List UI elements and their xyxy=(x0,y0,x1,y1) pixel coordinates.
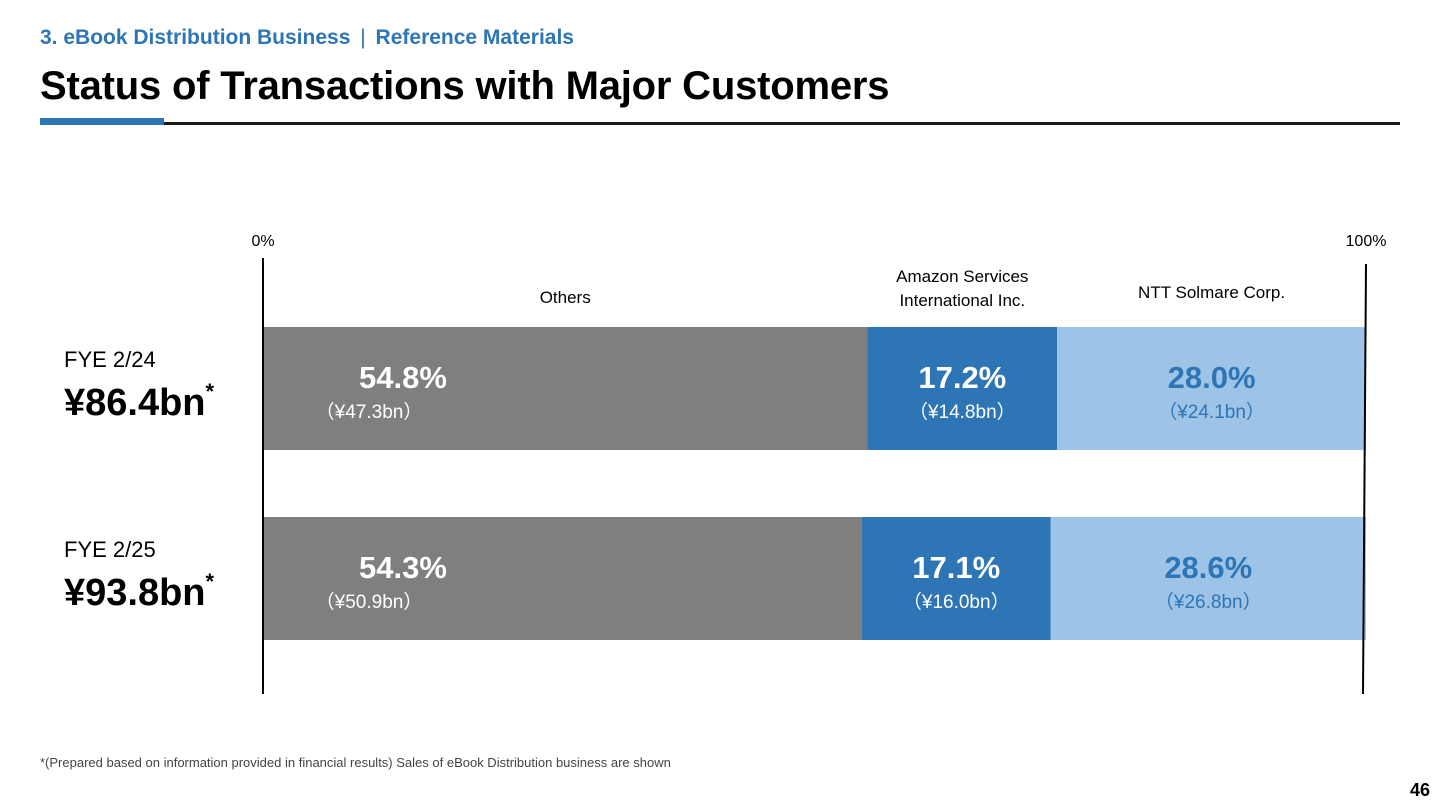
series-header-line: Amazon Services xyxy=(896,267,1028,286)
title-accent-bar xyxy=(40,118,164,125)
value-label: 54.3% xyxy=(359,550,447,585)
stacked-bar-chart: 0% 100% 54.8% （¥47.3bn） 17.2% （¥14.8bn） 28.0% （… xyxy=(64,233,1387,695)
series-header-line: International Inc. xyxy=(899,291,1025,310)
value-label: 17.1% xyxy=(912,550,1000,585)
breadcrumb: 3. eBook Distribution Business | Referen… xyxy=(40,26,574,50)
axis-max-label: 100% xyxy=(1346,233,1387,250)
amount-label: （¥16.0bn） xyxy=(903,591,1010,613)
category-total-value: ¥93.8bn xyxy=(64,572,206,614)
bar-segment-1-row-1 xyxy=(263,327,868,450)
axis-min-label: 0% xyxy=(251,233,274,250)
category-total-mark: * xyxy=(206,569,215,594)
value-label: 28.6% xyxy=(1164,550,1252,585)
bar-segment-2-row-1 xyxy=(867,327,1058,450)
series-header: NTT Solmare Corp. xyxy=(1138,283,1285,302)
breadcrumb-section: 3. eBook Distribution Business xyxy=(40,26,351,49)
axis-line-right xyxy=(1362,263,1367,695)
bar-segment-3-row-2 xyxy=(1050,517,1366,640)
title-underline xyxy=(40,122,1400,125)
series-header: Others xyxy=(540,288,591,307)
value-label: 17.2% xyxy=(918,360,1006,395)
category-total: ¥93.8bn* xyxy=(64,569,215,614)
bar-segment-3-row-1 xyxy=(1057,327,1366,450)
breadcrumb-subsection: Reference Materials xyxy=(375,26,574,49)
category-total-mark: * xyxy=(206,379,215,404)
page-title: Status of Transactions with Major Custom… xyxy=(40,64,890,108)
category-total-value: ¥86.4bn xyxy=(64,382,206,424)
footnote: *(Prepared based on information provided… xyxy=(40,755,671,770)
category-total: ¥86.4bn* xyxy=(64,379,215,424)
category-label: FYE 2/24 xyxy=(64,347,156,372)
value-label: 28.0% xyxy=(1168,360,1256,395)
bar-segment-1-row-2 xyxy=(263,517,862,640)
breadcrumb-separator: | xyxy=(360,26,366,49)
amount-label: （¥14.8bn） xyxy=(909,401,1016,423)
value-label: 54.8% xyxy=(359,360,447,395)
amount-label: （¥47.3bn） xyxy=(316,401,423,423)
amount-label: （¥26.8bn） xyxy=(1155,591,1262,613)
category-label: FYE 2/25 xyxy=(64,537,156,562)
page-number: 46 xyxy=(1409,780,1430,800)
amount-label: （¥24.1bn） xyxy=(1158,401,1265,423)
amount-label: （¥50.9bn） xyxy=(316,591,423,613)
bar-segment-2-row-2 xyxy=(861,517,1051,640)
